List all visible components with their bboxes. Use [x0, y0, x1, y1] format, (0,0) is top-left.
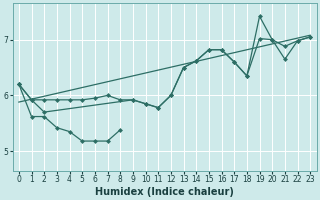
X-axis label: Humidex (Indice chaleur): Humidex (Indice chaleur) — [95, 187, 234, 197]
